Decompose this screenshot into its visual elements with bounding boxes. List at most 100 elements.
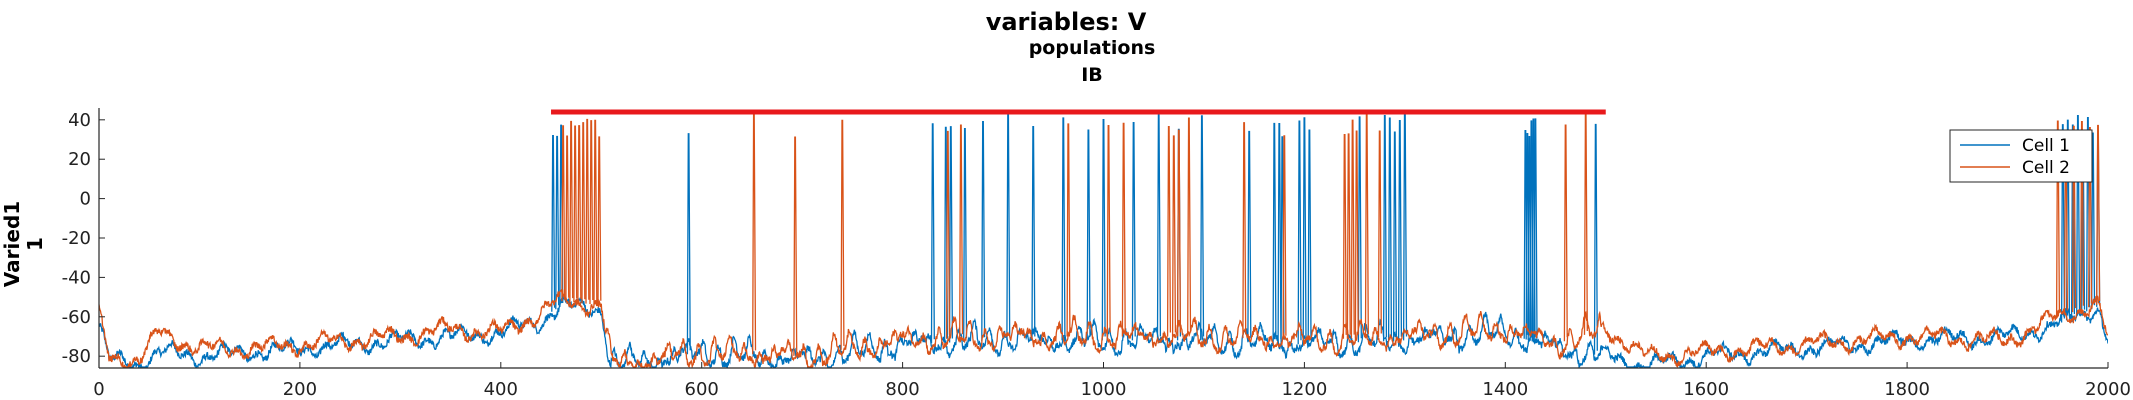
spike-1-27 — [1387, 117, 1393, 342]
series-line-2 — [99, 289, 2108, 368]
spike-2-6 — [585, 118, 590, 304]
y-tick-label: -20 — [62, 228, 91, 249]
spike-2-22 — [1242, 122, 1247, 339]
spike-1-3 — [686, 133, 691, 355]
x-tick-label: 400 — [484, 379, 518, 400]
spike-1-36 — [1533, 118, 1538, 343]
spike-2-37 — [2096, 124, 2101, 306]
spike-2-28 — [1364, 113, 1369, 339]
spike-2-1 — [565, 135, 570, 302]
spike-1-18 — [1247, 130, 1252, 343]
chart-title: variables: V — [986, 8, 1147, 36]
spike-2-12 — [840, 119, 845, 350]
spike-1-22 — [1297, 120, 1302, 345]
legend-box — [1949, 129, 2093, 183]
spike-1-23 — [1302, 117, 1307, 345]
spike-1-12 — [1086, 129, 1091, 341]
chart-subtitle-ib: IB — [1081, 64, 1103, 86]
spike-1-8 — [981, 121, 986, 342]
spike-2-9 — [597, 136, 602, 305]
spike-2-25 — [1346, 133, 1351, 339]
spike-2-24 — [1342, 133, 1347, 339]
spike-1-9 — [1006, 113, 1011, 341]
x-tick-label: 800 — [885, 379, 919, 400]
spike-2-18 — [1166, 125, 1172, 337]
spike-2-8 — [593, 119, 598, 305]
y-tick-label: 0 — [80, 189, 91, 210]
spike-2-36 — [2088, 126, 2093, 308]
spike-2-2 — [569, 120, 574, 303]
x-tick-label: 1200 — [1281, 379, 1327, 400]
y-axis-label-line2: 1 — [23, 237, 47, 251]
spike-1-11 — [1061, 117, 1066, 341]
spike-2-20 — [1176, 129, 1182, 337]
spike-1-38 — [2060, 124, 2066, 323]
series-layer — [99, 113, 2108, 368]
spike-1-25 — [1357, 116, 1362, 343]
spike-1-37 — [1593, 123, 1598, 355]
x-tick-label: 0 — [93, 379, 104, 400]
spike-1-6 — [948, 126, 954, 343]
y-axis-label-line1: Varied1 — [0, 201, 24, 287]
x-tick-label: 1600 — [1683, 379, 1729, 400]
spike-2-29 — [1377, 130, 1382, 338]
spike-1-4 — [930, 123, 935, 344]
y-tick-label: -80 — [62, 346, 91, 367]
spike-2-19 — [1171, 135, 1177, 337]
spike-1-30 — [1402, 114, 1408, 341]
x-tick-label: 200 — [283, 379, 317, 400]
spike-1-28 — [1392, 131, 1398, 341]
spike-1-1 — [555, 135, 560, 310]
spike-2-21 — [1187, 117, 1192, 337]
spike-2-5 — [581, 122, 586, 304]
spike-2-27 — [1354, 130, 1359, 339]
spike-2-17 — [1121, 122, 1126, 337]
spike-2-4 — [577, 125, 582, 303]
x-tick-label: 1400 — [1482, 379, 1528, 400]
spike-1-29 — [1397, 119, 1403, 341]
x-tick-label: 2000 — [2085, 379, 2131, 400]
spike-2-31 — [1583, 113, 1588, 335]
spike-1-17 — [1200, 115, 1205, 341]
spike-1-44 — [2091, 132, 2096, 310]
legend-label-1: Cell 1 — [2022, 136, 2070, 156]
spike-1-24 — [1307, 129, 1312, 345]
x-tick-label: 1000 — [1081, 379, 1127, 400]
spike-2-10 — [752, 113, 757, 355]
spike-2-35 — [2080, 121, 2085, 310]
chart-subtitle-populations: populations — [1029, 37, 1156, 59]
spike-2-0 — [561, 125, 566, 302]
spike-1-19 — [1272, 122, 1277, 344]
spike-1-13 — [1101, 119, 1106, 341]
spike-2-16 — [1106, 124, 1111, 337]
y-tick-label: -60 — [62, 307, 91, 328]
spike-1-26 — [1382, 115, 1388, 342]
spike-1-7 — [963, 127, 968, 342]
legend-label-2: Cell 2 — [2022, 158, 2070, 178]
plot-area: 0 200 400 600 800 1000 1200 1400 1600 1800 2000402… — [62, 108, 2131, 400]
spike-1-14 — [1131, 121, 1136, 341]
spike-1-20 — [1277, 123, 1282, 344]
y-tick-label: 20 — [68, 149, 91, 170]
spike-1-41 — [2076, 115, 2081, 316]
y-tick-label: 40 — [68, 110, 91, 131]
spike-2-7 — [589, 120, 594, 305]
spike-2-13 — [945, 130, 951, 339]
spike-2-15 — [1066, 123, 1071, 337]
spike-2-11 — [793, 136, 798, 356]
spike-2-3 — [573, 125, 578, 303]
spike-2-32 — [2055, 120, 2061, 317]
x-tick-label: 1800 — [1884, 379, 1930, 400]
spike-1-0 — [551, 135, 556, 312]
spike-2-30 — [1563, 124, 1568, 342]
spike-2-14 — [959, 124, 964, 339]
spike-2-34 — [2071, 125, 2077, 313]
spike-1-40 — [2070, 124, 2076, 319]
spike-2-26 — [1350, 119, 1355, 339]
y-tick-label: -40 — [62, 267, 91, 288]
x-tick-label: 600 — [685, 379, 719, 400]
spike-1-15 — [1156, 113, 1162, 341]
axes-layer: 0 200 400 600 800 1000 1200 1400 1600 1800 2000402… — [62, 108, 2131, 400]
